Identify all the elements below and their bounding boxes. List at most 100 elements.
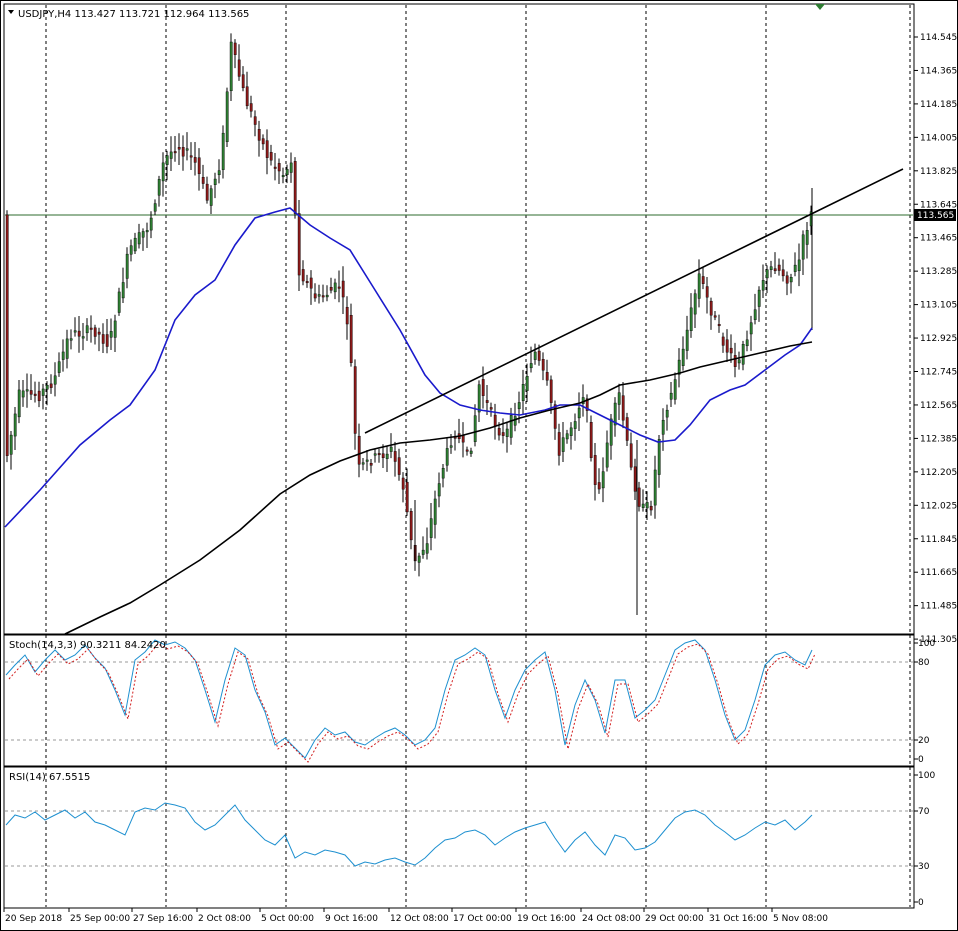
price-tick-label: 111.305 [920,635,957,645]
candle-body [161,162,165,182]
symbol-info: USDJPY,H4 113.427 113.721 112.964 113.56… [18,9,249,20]
price-tick-label: 111.845 [920,535,957,545]
chart-shift-marker-icon[interactable] [815,4,825,10]
candle-body [617,392,621,405]
candle-body [633,466,637,492]
candle-body [561,437,565,452]
candle-body [593,455,597,485]
candle-body [189,155,193,158]
candle-body [373,453,377,456]
price-panel[interactable] [3,3,915,635]
candle-body [753,309,757,320]
candle-body [13,413,17,437]
time-tick-label: 9 Oct 16:00 [325,914,378,924]
time-tick-label: 5 Nov 08:00 [773,914,828,924]
rsi-tick-0: 0 [918,898,924,908]
price-tick-label: 112.925 [920,334,957,344]
candle-body [133,237,137,252]
candle-body [157,179,161,196]
candle-body [485,400,489,403]
candle-body [9,434,13,455]
candle-body [653,469,657,506]
candle-body [113,320,117,338]
candle-body [97,331,101,335]
rsi-tick-70: 70 [918,807,930,817]
candle-body [689,307,693,331]
time-tick-label: 25 Sep 00:00 [70,914,130,924]
stoch-signal-line [8,643,816,763]
rsi-panel[interactable] [3,766,915,909]
candle-body [205,183,209,201]
candle-body [369,462,373,466]
candle-body [253,116,257,125]
candle-body [789,277,793,283]
candle-body [209,188,213,206]
candle-body [785,275,789,284]
stoch-tick-20: 20 [918,736,930,746]
candle-body [521,384,525,401]
candle-body [93,327,97,337]
candle-body [217,170,221,176]
time-tick-label: 20 Sep 2018 [5,914,62,924]
candle-body [213,178,217,185]
stoch-main-line [5,639,813,759]
price-tick-label: 113.825 [920,167,957,177]
time-tick-label: 27 Sep 16:00 [133,914,193,924]
candle-body [645,502,649,509]
candle-body [537,350,541,361]
time-tick-label: 29 Oct 00:00 [645,914,704,924]
stoch-panel[interactable] [3,634,915,767]
candle-body [65,338,69,359]
candle-body [757,289,761,307]
candle-body [341,280,345,298]
candle-body [429,518,433,538]
candle-body [277,163,281,172]
candle-body [589,422,593,458]
candle-body [129,245,133,255]
time-tick-label: 5 Oct 00:00 [261,914,314,924]
time-tick-label: 17 Oct 00:00 [453,914,512,924]
price-tick-label: 114.005 [920,133,957,143]
candle-body [365,459,369,462]
candle-body [345,306,349,325]
candle-body [685,329,689,351]
candle-body [397,457,401,475]
price-tick-label: 112.565 [920,401,957,411]
rsi-tick-30: 30 [918,862,930,872]
candle-body [545,372,549,381]
candle-body [609,418,613,446]
candle-body [149,217,153,231]
time-gridlines [45,5,911,907]
candle-body [801,234,805,260]
candle-body [629,443,633,468]
candle-body [393,451,397,462]
candle-body [137,232,141,245]
current-price-tag: 113.565 [914,209,956,221]
time-tick-label: 12 Oct 08:00 [390,914,449,924]
candle-body [713,315,717,318]
candle-body [501,432,505,436]
candle-body [305,281,309,284]
dropdown-arrow-icon[interactable] [8,10,14,14]
candle-body [765,269,769,279]
time-tick-label: 19 Oct 16:00 [517,914,576,924]
candle-body [25,389,29,392]
trendline-upper[interactable] [364,168,904,434]
candle-body [301,269,305,282]
price-tick-label: 112.385 [920,434,957,444]
symbol-header: USDJPY,H4 113.427 113.721 112.964 113.56… [8,9,249,20]
candle-body [497,428,501,436]
price-tick-label: 113.465 [920,234,957,244]
candle-body [473,415,477,442]
candle-body [681,348,685,366]
candle-body [165,155,169,165]
candle-body [717,324,721,327]
candle-body [677,359,681,375]
candle-body [337,286,341,289]
candle-body [525,376,529,391]
candle-body [569,427,573,436]
candle-body [225,91,229,142]
candle-body [57,361,61,373]
candle-body [637,487,641,507]
